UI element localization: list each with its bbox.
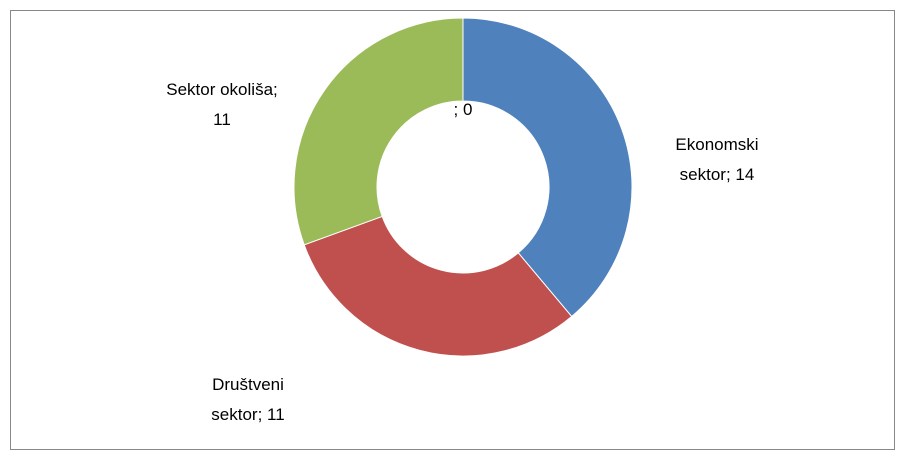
data-label: ; 0: [454, 100, 473, 119]
data-label: Ekonomski sektor; 14: [675, 135, 758, 184]
data-label: Sektor okoliša; 11: [166, 80, 278, 129]
data-label: Društveni sektor; 11: [211, 375, 284, 424]
donut-slice: [462, 17, 633, 318]
donut-slice: [293, 17, 464, 246]
donut-slice: [303, 215, 573, 357]
